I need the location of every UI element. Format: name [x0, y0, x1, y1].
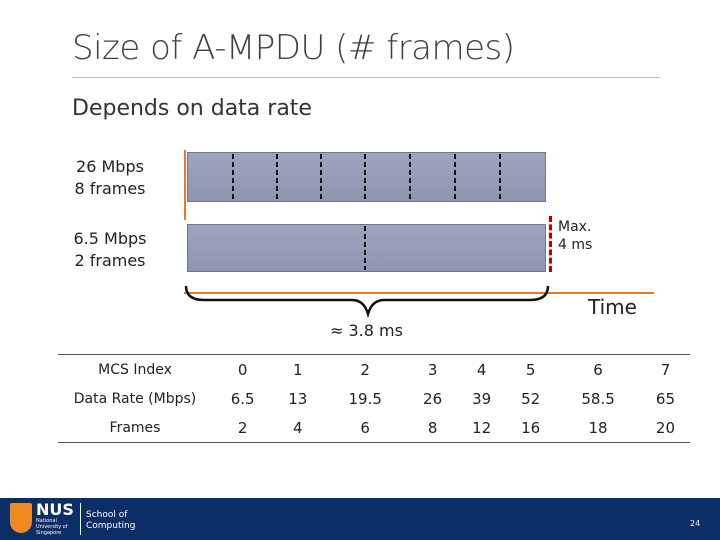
- max-label-line2: 4 ms: [558, 237, 593, 253]
- table-cell: 13: [288, 389, 308, 408]
- table-row: Frames 2 4 6 8 12 16 18 20: [58, 413, 690, 443]
- title-divider: [72, 77, 660, 78]
- ampdu-bar-6-5mbps: [187, 224, 546, 272]
- table-cell: 8: [408, 413, 458, 443]
- bar2-label: 6.5 Mbps 2 frames: [62, 228, 158, 272]
- table-cell: 2: [212, 413, 274, 443]
- table-cell: 6.5: [230, 389, 255, 408]
- page-number: 24: [690, 519, 701, 528]
- max-duration-label: Max. 4 ms: [558, 218, 592, 254]
- row-header: Frames: [58, 413, 212, 443]
- table-cell: 6: [555, 354, 641, 384]
- table-cell: 4: [273, 413, 323, 443]
- footer-divider: [80, 503, 81, 535]
- school-line1: School of: [86, 510, 128, 520]
- table-cell: 3: [408, 354, 458, 384]
- nus-logo-text: NUS: [36, 500, 74, 519]
- table-cell: 16: [506, 413, 556, 443]
- table-cell: 7: [640, 354, 690, 384]
- slide-title: Size of A-MPDU (# frames): [72, 28, 515, 68]
- max-duration-line: [549, 216, 552, 272]
- school-name: School of Computing: [86, 510, 135, 532]
- footer-band: [140, 498, 720, 540]
- table-cell: 19.5: [348, 389, 382, 408]
- table-row: Data Rate (Mbps) 6.5 13 19.5 26 39 52 58…: [58, 384, 690, 413]
- table-row: MCS Index 0 1 2 3 4 5 6 7: [58, 354, 690, 384]
- table-cell: 39: [472, 389, 492, 408]
- mcs-table: MCS Index 0 1 2 3 4 5 6 7 Data Rate (Mbp…: [58, 354, 690, 443]
- duration-approx-label: ≈ 3.8 ms: [330, 321, 403, 340]
- bar2-rate: 6.5 Mbps: [73, 229, 147, 248]
- max-label-line1: Max.: [558, 219, 592, 235]
- table-cell: 6: [322, 413, 409, 443]
- table-cell: 20: [640, 413, 690, 443]
- time-axis-label: Time: [588, 295, 637, 319]
- table-cell: 18: [555, 413, 641, 443]
- slide-subtitle: Depends on data rate: [72, 96, 312, 121]
- ampdu-bar-26mbps: [187, 152, 546, 202]
- row-header: MCS Index: [58, 354, 212, 384]
- nus-crest-icon: [10, 503, 32, 533]
- bar1-label: 26 Mbps 8 frames: [62, 156, 158, 200]
- duration-brace: [184, 285, 550, 319]
- table-cell: 65: [655, 389, 676, 408]
- row-header: Data Rate (Mbps): [73, 390, 197, 407]
- school-line2: Computing: [86, 521, 136, 531]
- table-cell: 1: [273, 354, 323, 384]
- bar1-frames: 8 frames: [74, 179, 146, 198]
- table-cell: 26: [423, 389, 443, 408]
- table-cell: 5: [506, 354, 556, 384]
- time-axis: [184, 292, 654, 294]
- table-cell: 58.5: [581, 389, 615, 408]
- axis-start-line: [184, 150, 186, 220]
- table-cell: 0: [212, 354, 274, 384]
- nus-logo-subtext: National University of Singapore: [36, 518, 68, 536]
- bar1-frame-dividers: [232, 154, 501, 200]
- bar2-frames: 2 frames: [74, 251, 146, 270]
- table-cell: 2: [322, 354, 409, 384]
- table-cell: 52: [521, 389, 541, 408]
- bar1-rate: 26 Mbps: [76, 157, 144, 176]
- table-cell: 12: [457, 413, 507, 443]
- bar2-frame-dividers: [364, 226, 366, 270]
- table-cell: 4: [457, 354, 507, 384]
